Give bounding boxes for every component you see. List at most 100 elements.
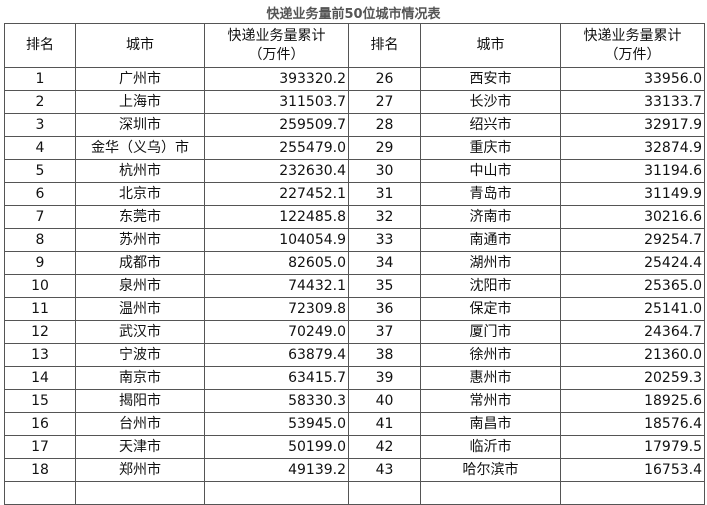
value-cell: 255479.0 <box>204 136 349 160</box>
value-cell: 311503.7 <box>204 90 349 114</box>
rank-cell: 34 <box>348 251 421 275</box>
value-cell: 53945.0 <box>204 412 349 436</box>
city-cell: 青岛市 <box>420 182 561 206</box>
header-rank: 排名 <box>4 23 76 68</box>
city-cell: 东莞市 <box>75 205 205 229</box>
rank-cell: 29 <box>348 136 421 160</box>
rank-cell: 12 <box>4 320 76 344</box>
header-value-line2: （万件） <box>248 46 305 63</box>
value-cell: 122485.8 <box>204 205 349 229</box>
rank-cell: 28 <box>348 113 421 137</box>
rank-cell: 8 <box>4 228 76 252</box>
rank-cell: 31 <box>348 182 421 206</box>
value-cell: 82605.0 <box>204 251 349 275</box>
rank-cell: 2 <box>4 90 76 114</box>
rank-cell: 7 <box>4 205 76 229</box>
rank-cell: 1 <box>4 67 76 91</box>
value-cell: 21360.0 <box>560 343 705 367</box>
header-value: 快递业务量累计 （万件） <box>204 23 349 68</box>
city-cell: 哈尔滨市 <box>420 458 561 482</box>
city-cell: 南昌市 <box>420 412 561 436</box>
value-cell: 20259.3 <box>560 366 705 390</box>
table-row: 16 台州市 53945.0 41 南昌市 18576.4 <box>4 412 705 436</box>
city-cell: 深圳市 <box>75 113 205 137</box>
header-value-2: 快递业务量累计 （万件） <box>560 23 705 68</box>
city-cell: 温州市 <box>75 297 205 321</box>
rank-cell: 26 <box>348 67 421 91</box>
rank-cell: 42 <box>348 435 421 459</box>
value-cell: 16753.4 <box>560 458 705 482</box>
city-cell: 长沙市 <box>420 90 561 114</box>
city-cell: 徐州市 <box>420 343 561 367</box>
city-cell: 惠州市 <box>420 366 561 390</box>
value-cell: 31149.9 <box>560 182 705 206</box>
rank-cell: 41 <box>348 412 421 436</box>
rank-cell: 38 <box>348 343 421 367</box>
rank-cell: 43 <box>348 458 421 482</box>
empty-cell <box>348 481 421 505</box>
rank-cell: 32 <box>348 205 421 229</box>
empty-cell <box>75 481 205 505</box>
rank-cell: 33 <box>348 228 421 252</box>
city-cell: 南通市 <box>420 228 561 252</box>
table-row: 13 宁波市 63879.4 38 徐州市 21360.0 <box>4 343 705 367</box>
value-cell: 25424.4 <box>560 251 705 275</box>
header-city: 城市 <box>75 23 205 68</box>
city-cell: 宁波市 <box>75 343 205 367</box>
value-cell: 30216.6 <box>560 205 705 229</box>
rank-cell: 11 <box>4 297 76 321</box>
rank-cell: 4 <box>4 136 76 160</box>
table-row: 17 天津市 50199.0 42 临沂市 17979.5 <box>4 435 705 459</box>
header-value-line1: 快递业务量累计 <box>583 27 682 44</box>
city-cell: 济南市 <box>420 205 561 229</box>
rank-cell: 16 <box>4 412 76 436</box>
table-row: 2 上海市 311503.7 27 长沙市 33133.7 <box>4 90 705 114</box>
city-cell: 保定市 <box>420 297 561 321</box>
value-cell: 18925.6 <box>560 389 705 413</box>
city-cell: 泉州市 <box>75 274 205 298</box>
city-express-table: 排名 城市 快递业务量累计 （万件） 排名 城市 快递业务量累计 （万件） 1 广州市… <box>4 23 705 505</box>
value-cell: 25365.0 <box>560 274 705 298</box>
table-row: 9 成都市 82605.0 34 湖州市 25424.4 <box>4 251 705 275</box>
value-cell: 32874.9 <box>560 136 705 160</box>
rank-cell: 13 <box>4 343 76 367</box>
city-cell: 金华（义乌）市 <box>75 136 205 160</box>
table-row: 5 杭州市 232630.4 30 中山市 31194.6 <box>4 159 705 183</box>
rank-cell: 15 <box>4 389 76 413</box>
city-cell: 西安市 <box>420 67 561 91</box>
city-cell: 郑州市 <box>75 458 205 482</box>
table-row: 10 泉州市 74432.1 35 沈阳市 25365.0 <box>4 274 705 298</box>
table-row: 8 苏州市 104054.9 33 南通市 29254.7 <box>4 228 705 252</box>
city-cell: 台州市 <box>75 412 205 436</box>
table-row: 4 金华（义乌）市 255479.0 29 重庆市 32874.9 <box>4 136 705 160</box>
rank-cell: 6 <box>4 182 76 206</box>
table-row-partial <box>4 481 705 505</box>
rank-cell: 30 <box>348 159 421 183</box>
value-cell: 104054.9 <box>204 228 349 252</box>
empty-cell <box>4 481 76 505</box>
table-row: 7 东莞市 122485.8 32 济南市 30216.6 <box>4 205 705 229</box>
value-cell: 58330.3 <box>204 389 349 413</box>
rank-cell: 5 <box>4 159 76 183</box>
table-row: 12 武汉市 70249.0 37 厦门市 24364.7 <box>4 320 705 344</box>
rank-cell: 27 <box>348 90 421 114</box>
value-cell: 29254.7 <box>560 228 705 252</box>
value-cell: 33956.0 <box>560 67 705 91</box>
value-cell: 63415.7 <box>204 366 349 390</box>
city-cell: 沈阳市 <box>420 274 561 298</box>
value-cell: 25141.0 <box>560 297 705 321</box>
city-cell: 杭州市 <box>75 159 205 183</box>
table-row: 3 深圳市 259509.7 28 绍兴市 32917.9 <box>4 113 705 137</box>
value-cell: 32917.9 <box>560 113 705 137</box>
value-cell: 49139.2 <box>204 458 349 482</box>
rank-cell: 18 <box>4 458 76 482</box>
value-cell: 74432.1 <box>204 274 349 298</box>
city-cell: 苏州市 <box>75 228 205 252</box>
city-cell: 武汉市 <box>75 320 205 344</box>
city-cell: 天津市 <box>75 435 205 459</box>
city-cell: 北京市 <box>75 182 205 206</box>
city-cell: 临沂市 <box>420 435 561 459</box>
city-cell: 绍兴市 <box>420 113 561 137</box>
value-cell: 227452.1 <box>204 182 349 206</box>
header-row: 排名 城市 快递业务量累计 （万件） 排名 城市 快递业务量累计 （万件） <box>4 23 705 68</box>
